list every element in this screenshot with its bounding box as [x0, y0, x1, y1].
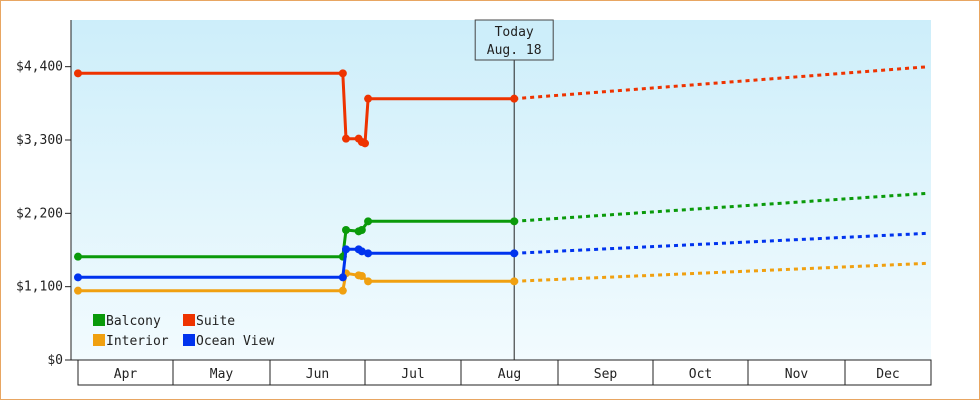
forecast-line-interior	[514, 261, 929, 283]
data-point[interactable]	[338, 286, 347, 295]
data-point[interactable]	[74, 286, 82, 295]
legend-swatch-ocean-view	[183, 334, 195, 346]
data-point[interactable]	[74, 252, 82, 261]
legend-swatch-balcony	[93, 314, 105, 326]
series-suite	[74, 65, 929, 148]
legend-label-interior: Interior	[106, 334, 169, 349]
legend: Balcony Suite Interior Ocean View	[93, 314, 274, 349]
x-tick-label: Aug	[498, 367, 521, 382]
legend-swatch-suite	[183, 314, 195, 326]
x-tick-label: Sep	[594, 367, 618, 382]
month-band	[77, 359, 932, 386]
y-tick-label: $1,100	[16, 280, 63, 295]
y-tick-label: $0	[47, 353, 63, 368]
data-point[interactable]	[510, 277, 519, 286]
data-point[interactable]	[510, 217, 519, 226]
forecast-line-balcony	[514, 191, 929, 223]
x-axis: Apr May Jun Jul Aug Sep Oct Nov Dec	[71, 359, 932, 386]
data-point[interactable]	[357, 247, 366, 256]
data-point[interactable]	[364, 249, 373, 258]
legend-label-suite: Suite	[196, 314, 235, 329]
legend-label-ocean-view: Ocean View	[196, 334, 274, 349]
series-layer	[74, 65, 929, 295]
today-marker: Today Aug. 18	[474, 19, 554, 360]
y-tick-label: $4,400	[16, 60, 63, 75]
data-point[interactable]	[338, 273, 347, 282]
forecast-line-ocean-view	[514, 231, 929, 255]
data-point[interactable]	[342, 134, 350, 143]
y-tick-label: $3,300	[16, 133, 63, 148]
x-tick-label: Nov	[785, 367, 809, 382]
series-balcony	[74, 191, 929, 261]
y-tick-label: $2,200	[16, 206, 63, 221]
data-point[interactable]	[510, 94, 519, 103]
today-date-label: Aug. 18	[487, 43, 542, 58]
series-interior	[74, 261, 929, 295]
data-point[interactable]	[364, 277, 373, 286]
data-point[interactable]	[74, 69, 82, 78]
data-point[interactable]	[342, 226, 350, 234]
x-tick-label: Dec	[876, 367, 899, 382]
forecast-line-suite	[514, 65, 929, 101]
data-point[interactable]	[74, 273, 82, 282]
today-box	[474, 19, 554, 61]
plot-area	[71, 20, 931, 360]
x-tick-label: Oct	[689, 367, 712, 382]
y-axis: $0 $1,100 $2,200 $3,300 $4,400	[16, 20, 72, 368]
legend-swatch-interior	[93, 334, 105, 346]
data-point[interactable]	[364, 217, 373, 226]
data-point[interactable]	[357, 272, 366, 280]
series-ocean-view	[74, 231, 929, 282]
today-label: Today	[495, 25, 534, 40]
x-tick-label: May	[210, 367, 234, 382]
data-point[interactable]	[361, 139, 369, 148]
data-point[interactable]	[342, 245, 350, 254]
data-point[interactable]	[364, 94, 373, 103]
legend-label-balcony: Balcony	[106, 314, 161, 329]
x-tick-label: Apr	[114, 367, 138, 382]
data-point[interactable]	[338, 69, 347, 78]
data-point[interactable]	[510, 249, 519, 258]
data-point[interactable]	[357, 226, 366, 234]
x-tick-label: Jun	[306, 367, 329, 382]
x-tick-label: Jul	[401, 367, 424, 382]
